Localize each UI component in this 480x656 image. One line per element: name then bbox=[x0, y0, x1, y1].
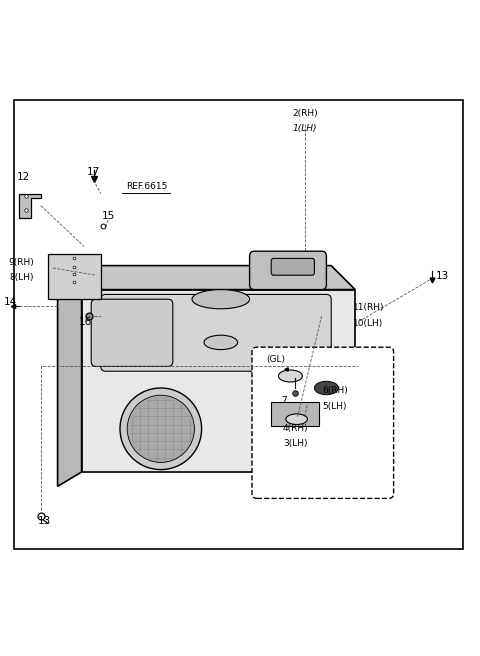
Text: REF.6615: REF.6615 bbox=[126, 182, 167, 191]
Text: 11(RH): 11(RH) bbox=[353, 303, 384, 312]
Polygon shape bbox=[271, 402, 319, 426]
Polygon shape bbox=[19, 194, 41, 218]
Text: 8(LH): 8(LH) bbox=[9, 274, 34, 282]
Text: 12: 12 bbox=[16, 172, 30, 182]
Ellipse shape bbox=[314, 381, 338, 395]
Text: 1(LH): 1(LH) bbox=[292, 124, 317, 133]
Ellipse shape bbox=[294, 413, 321, 425]
Text: 2(RH): 2(RH) bbox=[292, 109, 318, 118]
Text: 5(LH): 5(LH) bbox=[323, 402, 347, 411]
Ellipse shape bbox=[192, 289, 250, 309]
Ellipse shape bbox=[278, 370, 302, 382]
Text: 10(LH): 10(LH) bbox=[353, 319, 383, 328]
Ellipse shape bbox=[286, 414, 307, 424]
Text: 17: 17 bbox=[87, 167, 100, 177]
Polygon shape bbox=[58, 266, 355, 289]
Text: 6(RH): 6(RH) bbox=[323, 386, 348, 395]
Text: 14: 14 bbox=[4, 297, 17, 306]
Polygon shape bbox=[58, 266, 82, 486]
Text: 13: 13 bbox=[37, 516, 51, 526]
Text: 4(RH): 4(RH) bbox=[282, 424, 308, 433]
Ellipse shape bbox=[204, 335, 238, 350]
FancyBboxPatch shape bbox=[101, 295, 331, 371]
Text: (GL): (GL) bbox=[266, 355, 286, 363]
FancyBboxPatch shape bbox=[250, 251, 326, 289]
Text: 16: 16 bbox=[79, 317, 92, 327]
Text: 13: 13 bbox=[436, 271, 449, 281]
Polygon shape bbox=[82, 289, 355, 472]
Text: 15: 15 bbox=[101, 211, 115, 221]
Text: 3(LH): 3(LH) bbox=[283, 440, 308, 448]
Text: 9(RH): 9(RH) bbox=[9, 258, 35, 266]
Text: 7: 7 bbox=[281, 396, 287, 405]
Polygon shape bbox=[48, 254, 101, 299]
FancyBboxPatch shape bbox=[91, 299, 173, 367]
FancyBboxPatch shape bbox=[252, 347, 394, 499]
Circle shape bbox=[120, 388, 202, 470]
Circle shape bbox=[127, 395, 194, 462]
FancyBboxPatch shape bbox=[271, 258, 314, 276]
